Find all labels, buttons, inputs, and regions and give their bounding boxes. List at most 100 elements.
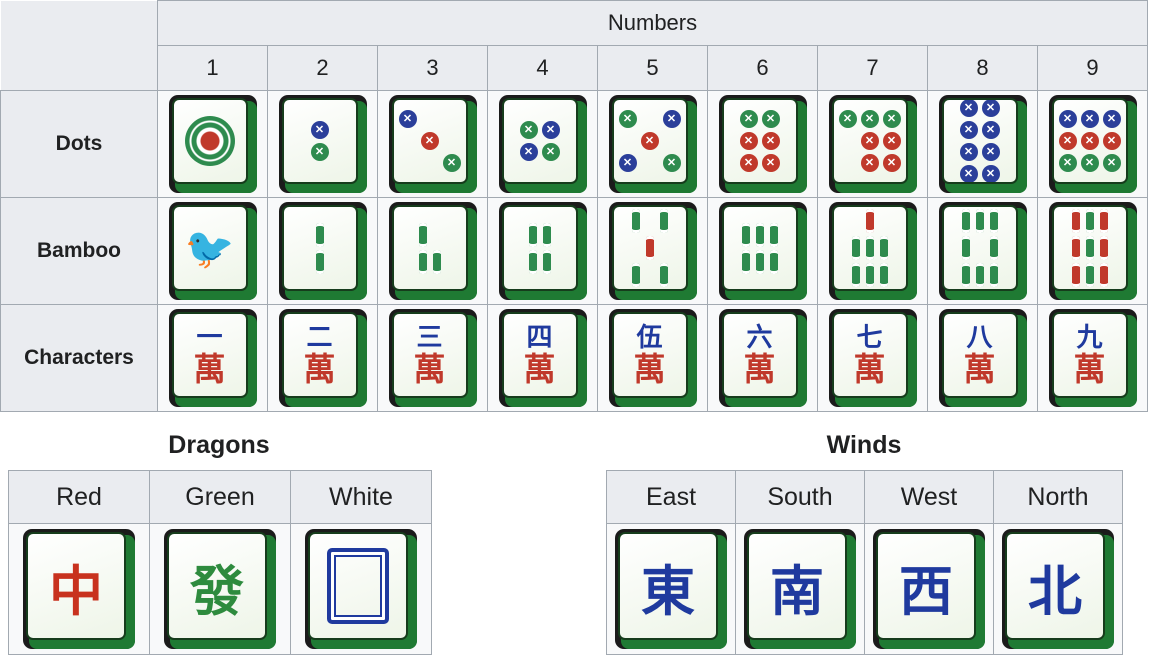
dot-icon: [310, 143, 329, 161]
tile-face: [391, 98, 468, 184]
character-numeral: 六: [746, 323, 773, 353]
character-glyph: 九萬: [1073, 325, 1105, 385]
dot-icon: [981, 121, 1000, 139]
tile-face: 南: [747, 532, 847, 640]
dots-1-tile: [168, 95, 257, 193]
bamboo-stick-icon: [1085, 209, 1094, 233]
characters-1-cell: 一萬: [157, 304, 268, 412]
tile-face: 西: [876, 532, 976, 640]
number-header-9: 9: [1037, 45, 1148, 91]
number-header-7: 7: [817, 45, 928, 91]
bamboo-stick-icon: [961, 263, 970, 287]
dot-icon: [519, 143, 538, 161]
dot-icon: [662, 154, 681, 172]
tile-face: [1051, 205, 1128, 291]
dot-grid: [959, 100, 1000, 182]
dragon-white-tile: [305, 529, 417, 649]
number-header-8: 8: [927, 45, 1038, 91]
bamboo-stick-icon: [741, 222, 750, 247]
bamboo-grid: [418, 222, 441, 274]
dot-icon: [1080, 132, 1099, 150]
character-glyph: 四萬: [523, 325, 555, 385]
character-numeral: 伍: [636, 323, 663, 353]
character-numeral: 二: [306, 323, 333, 353]
tile-face: 二萬: [281, 312, 358, 398]
tile-face: [941, 205, 1018, 291]
bamboo-grid: [851, 209, 888, 287]
dot-icon: [640, 132, 659, 150]
numbers-header: Numbers: [157, 0, 1148, 46]
tile-face: [1051, 98, 1128, 184]
characters-3-tile: 三萬: [388, 309, 477, 407]
tile-face: [171, 98, 248, 184]
dots-7-cell: [817, 90, 928, 198]
bamboo-1-cell: 🐦: [157, 197, 268, 305]
bamboo-stick-icon: [542, 249, 551, 274]
dots-9-tile: [1048, 95, 1137, 193]
bamboo-row-label: Bamboo: [0, 197, 158, 305]
bamboo-grid: [741, 222, 778, 274]
dot-icon: [541, 143, 560, 161]
bamboo-stick-icon: [542, 222, 551, 247]
bamboo-stick-icon: [645, 236, 654, 260]
character-wan: 萬: [413, 350, 446, 388]
winds-title: Winds: [826, 431, 902, 459]
dots-row-label: Dots: [0, 90, 158, 198]
dot-icon: [1102, 110, 1121, 128]
bamboo-stick-icon: [1099, 209, 1108, 233]
dot-icon: [959, 143, 978, 161]
character-glyph: 伍萬: [633, 325, 665, 385]
bamboo-4-cell: [487, 197, 598, 305]
bamboo-stick-icon: [961, 236, 970, 260]
bamboo-stick-icon: [1071, 236, 1080, 260]
character-numeral: 一: [196, 323, 223, 353]
bird-icon: 🐦: [184, 226, 235, 271]
wind-header-south: South: [735, 470, 865, 524]
tile-face: [308, 532, 408, 640]
dragon-header-red: Red: [8, 470, 150, 524]
wind-glyph: 東: [641, 558, 695, 623]
winds-table: East South West North 東 南 西 北: [606, 470, 1123, 655]
dot-grid: [1058, 110, 1121, 172]
dots-9-cell: [1037, 90, 1148, 198]
dot-icon: [1058, 110, 1077, 128]
dot-icon: [761, 110, 780, 128]
bamboo-grid: [315, 222, 324, 274]
dots-row: Dots: [0, 90, 1148, 198]
tile-face: [941, 98, 1018, 184]
tile-face: 🐦: [171, 205, 248, 291]
number-header-5: 5: [597, 45, 708, 91]
dots-2-tile: [278, 95, 367, 193]
dot-icon: [1080, 110, 1099, 128]
character-wan: 萬: [743, 350, 776, 388]
number-header-6: 6: [707, 45, 818, 91]
dragon-white-cell: [290, 523, 432, 655]
bamboo-stick-icon: [659, 209, 668, 233]
dot-icon: [519, 121, 538, 139]
tile-face: [721, 98, 798, 184]
bamboo-stick-icon: [975, 209, 984, 233]
dragon-green-cell: 發: [149, 523, 291, 655]
bamboo-stick-icon: [528, 222, 537, 247]
bamboo-stick-icon: [1085, 236, 1094, 260]
wind-north-tile: 北: [1002, 529, 1114, 649]
wind-north-cell: 北: [993, 523, 1123, 655]
bamboo-stick-icon: [1099, 236, 1108, 260]
dot-icon: [1058, 132, 1077, 150]
dot-icon: [959, 121, 978, 139]
bamboo-stick-icon: [418, 222, 427, 247]
dragons-table: Red Green White 中發: [8, 470, 432, 655]
dots-6-cell: [707, 90, 818, 198]
bamboo-3-cell: [377, 197, 488, 305]
dots-4-tile: [498, 95, 587, 193]
tile-face: [831, 98, 908, 184]
dots-5-tile: [608, 95, 697, 193]
dragons-header-row: Red Green White: [8, 470, 432, 524]
characters-3-cell: 三萬: [377, 304, 488, 412]
tile-face: [501, 98, 578, 184]
bamboo-stick-icon: [432, 249, 441, 274]
bamboo-row: Bamboo 🐦: [0, 197, 1148, 305]
bamboo-9-cell: [1037, 197, 1148, 305]
tile-face: [831, 205, 908, 291]
